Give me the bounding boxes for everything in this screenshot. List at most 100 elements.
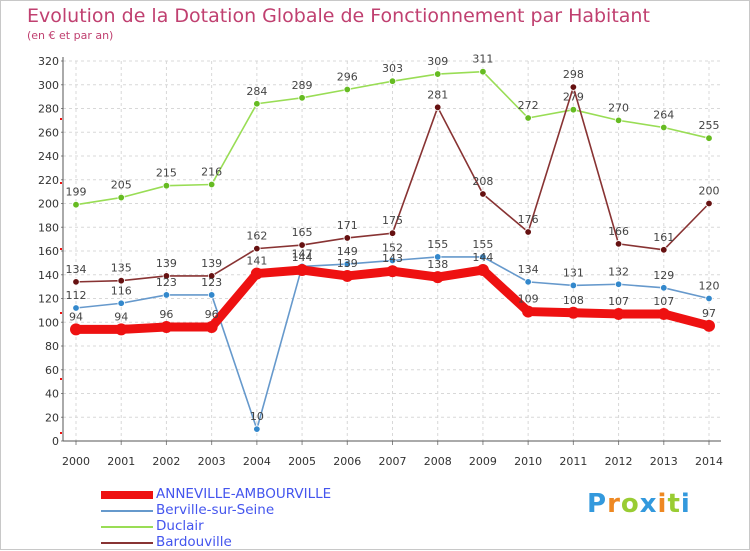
data-point-anneville-ambourville xyxy=(386,265,399,278)
data-label-berville-sur-seine: 132 xyxy=(608,265,629,278)
x-tick-label: 2008 xyxy=(424,455,452,468)
data-point-bardouville xyxy=(479,190,487,198)
data-label-bardouville: 200 xyxy=(699,185,720,198)
data-label-duclair: 289 xyxy=(292,79,313,92)
y-tick-label: 0 xyxy=(52,435,59,448)
data-point-duclair xyxy=(569,105,578,114)
data-point-duclair xyxy=(253,100,261,108)
data-label-berville-sur-seine: 131 xyxy=(563,266,584,279)
data-point-bardouville xyxy=(253,244,261,253)
y-tick-label: 240 xyxy=(38,150,59,163)
data-point-berville-sur-seine xyxy=(343,260,351,268)
data-label-bardouville: 281 xyxy=(427,88,448,101)
data-point-berville-sur-seine xyxy=(72,304,80,312)
legend-swatch-bardouville xyxy=(101,542,153,544)
logo-letter: r xyxy=(607,489,621,519)
data-point-duclair xyxy=(298,94,306,102)
data-label-anneville-ambourville: 144 xyxy=(472,251,493,264)
data-point-bardouville xyxy=(434,103,442,112)
data-point-berville-sur-seine xyxy=(388,256,397,265)
data-label-bardouville: 139 xyxy=(156,257,177,270)
data-label-berville-sur-seine: 116 xyxy=(111,284,132,297)
data-label-anneville-ambourville: 107 xyxy=(653,295,674,308)
data-point-anneville-ambourville xyxy=(657,307,670,320)
data-point-bardouville xyxy=(298,241,306,249)
y-tick-label: 20 xyxy=(45,411,59,424)
data-label-bardouville: 161 xyxy=(653,231,674,244)
x-tick-label: 2011 xyxy=(559,455,587,468)
data-label-anneville-ambourville: 94 xyxy=(114,310,128,323)
logo-letter: o xyxy=(620,489,640,519)
data-label-anneville-ambourville: 94 xyxy=(69,310,83,323)
logo-letter: P xyxy=(587,489,608,519)
data-label-bardouville: 176 xyxy=(518,213,539,226)
data-label-anneville-ambourville: 96 xyxy=(159,308,173,321)
data-point-bardouville xyxy=(72,278,80,286)
data-label-anneville-ambourville: 108 xyxy=(563,294,584,307)
x-tick-label: 2003 xyxy=(198,455,226,468)
data-label-bardouville: 175 xyxy=(382,214,403,227)
logo-letter: t xyxy=(667,489,681,519)
data-label-duclair: 303 xyxy=(382,62,403,75)
data-point-bardouville xyxy=(660,246,668,254)
data-point-anneville-ambourville xyxy=(250,267,263,280)
data-point-anneville-ambourville xyxy=(341,269,354,282)
data-label-duclair: 270 xyxy=(608,101,629,114)
data-label-bardouville: 139 xyxy=(201,257,222,270)
data-label-berville-sur-seine: 155 xyxy=(472,238,493,251)
data-point-bardouville xyxy=(388,229,397,237)
y-tick-label: 300 xyxy=(38,79,59,92)
logo-letter: i xyxy=(657,489,668,519)
data-label-anneville-ambourville: 107 xyxy=(608,295,629,308)
data-label-berville-sur-seine: 155 xyxy=(427,238,448,251)
data-point-anneville-ambourville xyxy=(115,323,128,336)
x-tick-label: 2013 xyxy=(650,455,678,468)
data-point-berville-sur-seine xyxy=(117,299,125,307)
legend-swatch-duclair xyxy=(101,526,153,528)
chart-subtitle: (en € et par an) xyxy=(27,29,114,42)
data-label-duclair: 255 xyxy=(699,119,720,132)
logo-letter: x xyxy=(639,489,658,519)
x-tick-label: 2010 xyxy=(514,455,542,468)
y-tick-label: 100 xyxy=(38,316,59,329)
data-label-berville-sur-seine: 120 xyxy=(699,280,720,293)
data-point-bardouville xyxy=(524,228,532,236)
data-label-bardouville: 134 xyxy=(66,263,87,276)
data-label-berville-sur-seine: 123 xyxy=(201,276,222,289)
data-label-duclair: 309 xyxy=(427,55,448,68)
x-tick-label: 2007 xyxy=(379,455,407,468)
data-point-bardouville xyxy=(117,276,125,285)
data-point-anneville-ambourville xyxy=(205,321,218,333)
y-tick-label: 320 xyxy=(38,55,59,68)
y-tick-label: 260 xyxy=(38,126,59,139)
data-point-berville-sur-seine xyxy=(614,280,623,288)
y-tick-label: 120 xyxy=(38,293,59,306)
data-label-bardouville: 208 xyxy=(472,175,493,188)
data-point-duclair xyxy=(388,77,397,85)
legend-label-anneville: ANNEVILLE-AMBOURVILLE xyxy=(156,486,332,502)
proxiti-logo: Proxiti xyxy=(587,489,691,519)
data-point-duclair xyxy=(72,200,80,209)
data-label-berville-sur-seine: 149 xyxy=(337,245,358,258)
logo-letter: i xyxy=(680,489,691,519)
data-label-duclair: 311 xyxy=(472,53,493,66)
y-tick-label: 80 xyxy=(45,340,59,353)
data-point-duclair xyxy=(207,180,216,189)
x-tick-label: 2014 xyxy=(695,455,723,468)
data-point-anneville-ambourville xyxy=(703,319,715,332)
data-label-bardouville: 162 xyxy=(246,230,267,243)
data-point-duclair xyxy=(434,70,442,78)
data-label-duclair: 199 xyxy=(66,186,87,199)
data-label-duclair: 205 xyxy=(111,179,132,192)
data-point-anneville-ambourville xyxy=(296,264,309,276)
data-label-duclair: 296 xyxy=(337,71,358,84)
data-point-duclair xyxy=(162,181,171,190)
y-tick-label: 140 xyxy=(38,269,59,282)
data-label-anneville-ambourville: 143 xyxy=(382,252,403,265)
data-label-bardouville: 166 xyxy=(608,225,629,238)
legend-label-berville: Berville-sur-Seine xyxy=(156,502,275,518)
data-label-berville-sur-seine: 112 xyxy=(66,289,87,302)
data-label-bardouville: 135 xyxy=(111,262,132,275)
